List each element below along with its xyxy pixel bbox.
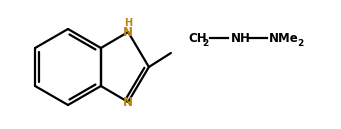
Text: 2: 2 (202, 39, 208, 49)
Text: H: H (124, 18, 132, 28)
Text: NMe: NMe (269, 31, 299, 45)
Text: 2: 2 (297, 39, 303, 49)
Text: N: N (123, 95, 133, 108)
Text: CH: CH (188, 31, 207, 45)
Text: NH: NH (231, 31, 251, 45)
Text: N: N (123, 26, 133, 38)
